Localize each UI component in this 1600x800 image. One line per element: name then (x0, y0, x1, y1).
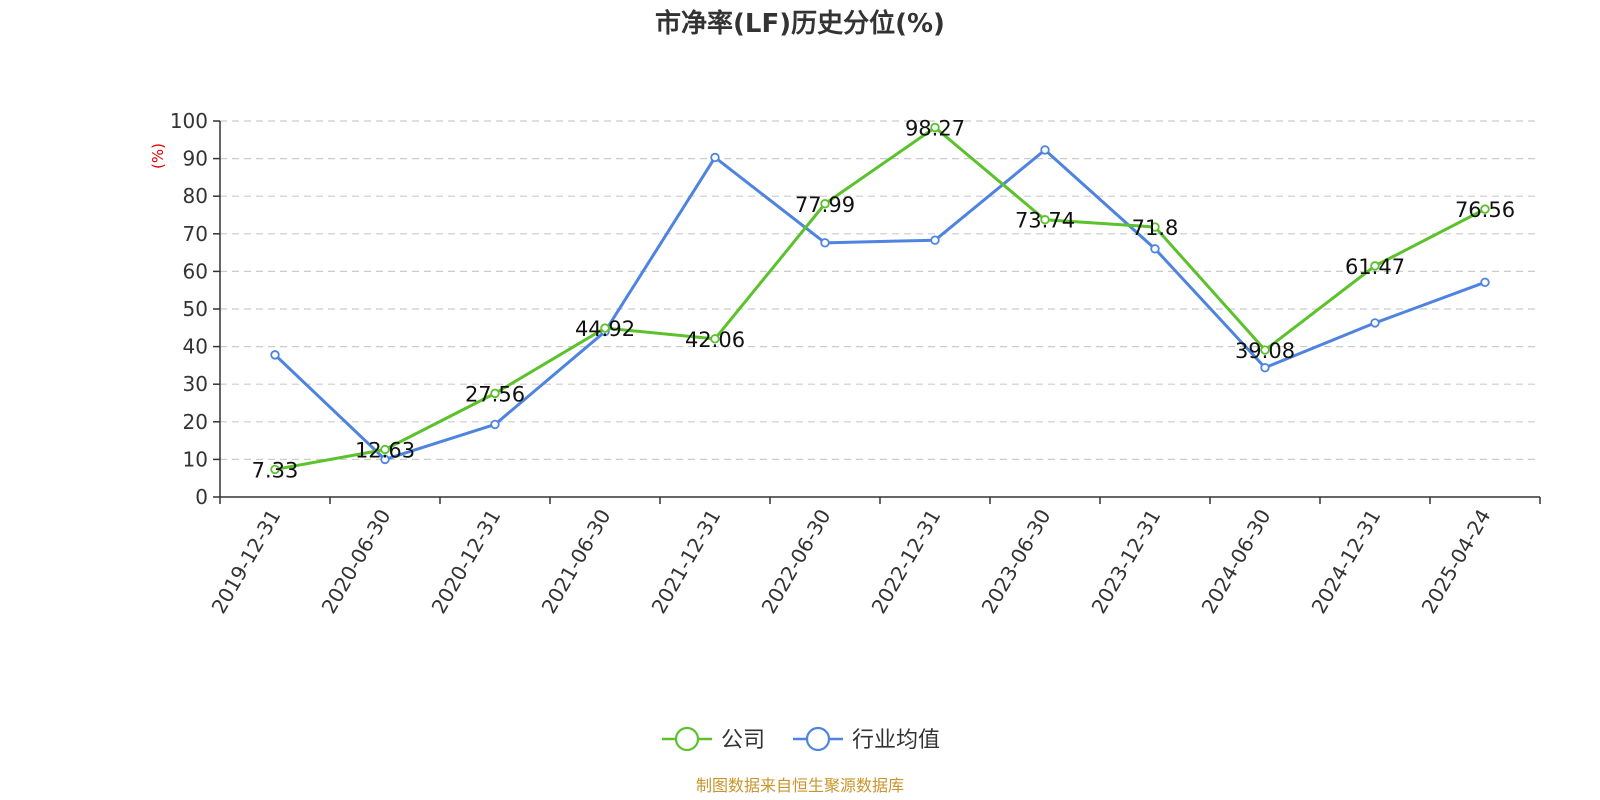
y-tick-label: 10 (183, 447, 208, 471)
data-point (1260, 362, 1270, 373)
x-tick-label: 2020-12-31 (426, 505, 505, 618)
legend-item[interactable]: 行业均值 (793, 726, 940, 753)
data-point (1370, 318, 1380, 328)
data-label: 42.06 (685, 328, 745, 352)
data-label: 27.56 (465, 382, 525, 406)
data-point (820, 199, 830, 209)
x-tick-label: 2020-06-30 (316, 505, 395, 618)
series-lines (270, 122, 1490, 475)
data-point (1150, 222, 1160, 232)
y-tick-label: 50 (183, 297, 208, 321)
series-line (273, 148, 1486, 461)
data-label: 98.27 (905, 117, 965, 141)
x-tick-label: 2022-06-30 (756, 505, 835, 618)
data-label: 12.63 (355, 439, 415, 463)
x-tick-label: 2024-06-30 (1196, 505, 1275, 618)
x-tick-label: 2021-12-31 (646, 505, 725, 618)
data-point (270, 464, 280, 475)
x-tick-label: 2022-12-31 (866, 505, 945, 618)
y-tick-label: 40 (183, 335, 208, 359)
y-tick-label: 80 (183, 184, 208, 208)
y-tick-label: 90 (183, 147, 208, 171)
x-tick-label: 2023-06-30 (976, 505, 1055, 618)
y-tick-label: 0 (195, 485, 208, 509)
data-point (710, 334, 720, 344)
data-label: 7.33 (252, 458, 299, 482)
data-labels: 7.33 12.63 27.56 44.92 42.06 77.99 98.27 73.74 7… (252, 117, 1515, 483)
legend-item[interactable]: 公司 (662, 726, 765, 753)
data-point (270, 350, 280, 360)
data-point (490, 419, 500, 430)
data-label: 39.08 (1235, 339, 1295, 363)
legend[interactable]: 公司 行业均值 (662, 726, 940, 753)
x-tick-label: 2021-06-30 (536, 505, 615, 618)
data-label: 73.74 (1015, 209, 1075, 233)
y-tick-label: 30 (183, 372, 208, 396)
data-point (380, 444, 390, 455)
data-point (1040, 215, 1050, 225)
data-point (1480, 277, 1490, 288)
data-point (710, 152, 720, 163)
chart-title: 市净率(LF)历史分位(%) (655, 8, 945, 39)
data-point (380, 454, 390, 465)
data-point (600, 323, 610, 333)
x-tick-label: 2025-04-24 (1416, 505, 1495, 618)
data-label: 77.99 (795, 193, 855, 217)
x-tick-label: 2019-12-31 (206, 505, 285, 618)
series-line (274, 126, 1486, 471)
source-note: 制图数据来自恒生聚源数据库 (696, 776, 904, 795)
data-point (1370, 261, 1380, 271)
legend-label: 公司 (721, 728, 765, 753)
data-point (820, 238, 830, 248)
y-tick-label: 70 (183, 222, 208, 246)
y-tick-label: 60 (183, 259, 208, 283)
legend-marker-icon (805, 726, 831, 752)
legend-label: 行业均值 (852, 728, 940, 753)
data-point (1150, 244, 1160, 254)
y-tick-label: 100 (170, 109, 208, 133)
grid-lines (220, 120, 1540, 460)
legend-marker-icon (674, 726, 700, 752)
data-label: 61.47 (1345, 255, 1405, 279)
data-point (930, 235, 940, 245)
x-tick-label: 2023-12-31 (1086, 505, 1165, 618)
data-point (930, 122, 940, 133)
data-point (1480, 204, 1490, 214)
x-tick-label: 2024-12-31 (1306, 505, 1385, 618)
data-point (1040, 145, 1050, 155)
data-label: 76.56 (1455, 198, 1515, 222)
y-axis-label: (%) (149, 143, 167, 169)
data-point (490, 388, 500, 399)
data-point (1260, 345, 1270, 355)
data-label: 44.92 (575, 317, 635, 341)
y-tick-label: 20 (183, 410, 208, 434)
data-label: 71.8 (1132, 216, 1179, 240)
axes: 0 10 20 30 40 50 60 70 80 90 100 2019-12-31 2020-06-… (170, 109, 1541, 618)
